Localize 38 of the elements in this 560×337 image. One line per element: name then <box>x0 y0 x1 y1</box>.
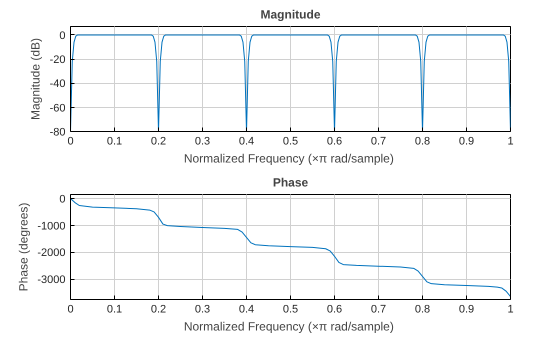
y-tick-label: -2000 <box>37 247 66 260</box>
y-axis-title: Magnitude (dB) <box>28 38 43 120</box>
x-tick-label: 0.1 <box>106 136 122 148</box>
y-tick-label: 0 <box>59 194 66 206</box>
y-tick-label: -40 <box>50 78 66 90</box>
chart-title: Phase <box>272 176 309 190</box>
chart-title: Magnitude <box>260 8 321 22</box>
x-tick-label: 0.5 <box>282 304 298 316</box>
x-tick-label: 0.8 <box>414 304 430 316</box>
x-tick-label: 0.2 <box>150 136 166 148</box>
x-tick-label: 0.3 <box>194 136 210 148</box>
x-tick-label: 0.6 <box>326 304 342 316</box>
x-axis-title: Normalized Frequency (×π rad/sample) <box>184 320 394 334</box>
x-tick-label: 0.3 <box>194 304 210 316</box>
x-tick-label: 0.1 <box>106 304 122 316</box>
x-tick-label: 0.4 <box>238 304 254 316</box>
y-tick-label: -80 <box>50 126 66 138</box>
y-tick-label: 0 <box>59 30 66 42</box>
x-tick-label: 0 <box>67 136 74 148</box>
x-axis-title: Normalized Frequency (×π rad/sample) <box>184 152 394 166</box>
y-tick-label: -20 <box>50 54 66 66</box>
x-tick-label: 0 <box>67 304 74 316</box>
y-axis-title: Phase (degrees) <box>16 202 30 292</box>
x-tick-label: 0.6 <box>326 136 342 148</box>
x-tick-label: 0.7 <box>370 136 386 148</box>
line-series <box>70 198 510 298</box>
y-tick-label: -3000 <box>37 274 66 286</box>
x-tick-label: 0.2 <box>150 304 166 316</box>
x-tick-label: 0.5 <box>282 136 298 148</box>
x-tick-label: 0.7 <box>370 304 386 316</box>
x-tick-label: 1 <box>507 136 514 148</box>
x-tick-label: 0.8 <box>414 136 430 148</box>
x-tick-label: 0.4 <box>238 136 254 148</box>
x-tick-label: 1 <box>507 304 514 316</box>
x-tick-label: 0.9 <box>458 304 474 316</box>
y-tick-label: -1000 <box>37 220 66 232</box>
y-tick-label: -60 <box>50 102 66 114</box>
x-tick-label: 0.9 <box>458 136 474 148</box>
